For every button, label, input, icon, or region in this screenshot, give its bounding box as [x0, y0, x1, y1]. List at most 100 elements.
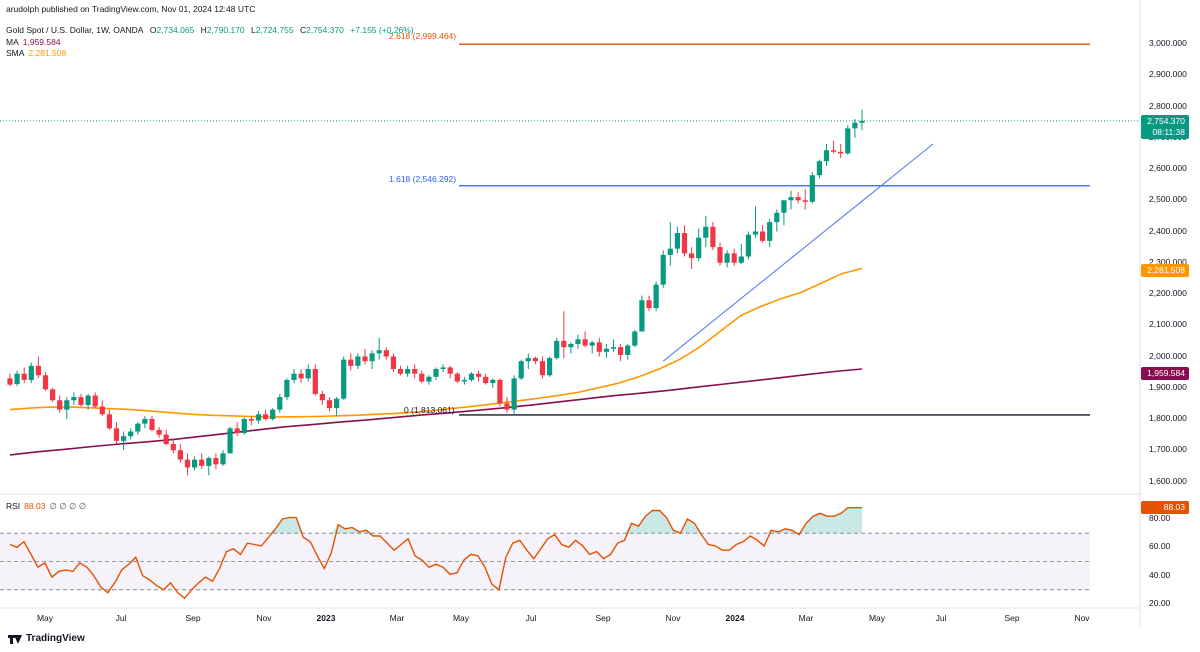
- time-tick-label: 2023: [316, 613, 336, 623]
- rsi-overbought-fill: [855, 507, 862, 534]
- candle-body: [717, 247, 723, 263]
- candle-body: [135, 423, 141, 432]
- candle-body: [823, 150, 830, 162]
- time-tick-label: May: [868, 613, 886, 623]
- time-tick-label: Mar: [389, 613, 405, 623]
- candle-body: [35, 365, 41, 376]
- candle-body: [440, 367, 446, 369]
- candle-body: [284, 379, 290, 398]
- time-tick-label: Mar: [798, 613, 814, 623]
- rsi-overbought-fill: [645, 510, 653, 534]
- candle-body: [774, 212, 780, 223]
- candle-body: [667, 248, 673, 255]
- candle-body: [241, 419, 247, 434]
- candle-body: [831, 150, 837, 152]
- candle-body: [532, 358, 538, 362]
- rsi-tick-label: 60.00: [1149, 541, 1171, 552]
- candle-body: [326, 400, 333, 409]
- price-tick-label: 1,700.000: [1149, 444, 1187, 455]
- candle-body: [71, 397, 77, 401]
- rsi-overbought-fill: [638, 516, 646, 534]
- fib-label-2618: 2.618 (2,999.464): [389, 31, 457, 41]
- time-tick-label: Nov: [1074, 613, 1090, 623]
- candle-body: [568, 344, 574, 348]
- candle-body: [795, 197, 801, 201]
- ma-legend[interactable]: MA 1,959.584: [6, 37, 61, 47]
- candle-body: [738, 256, 744, 263]
- candle-body: [689, 253, 695, 259]
- price-tick-label: 1,900.000: [1149, 381, 1187, 392]
- candle-body: [92, 395, 98, 407]
- rsi-overbought-fill: [806, 516, 814, 534]
- candle-body: [745, 234, 751, 257]
- rsi-overbought-fill: [820, 513, 828, 534]
- sma50-line: [9, 267, 863, 418]
- price-tick-label: 2,500.000: [1149, 194, 1187, 205]
- candle-body: [710, 226, 716, 248]
- rsi-overbought-fill: [848, 507, 856, 534]
- candle-body: [383, 350, 389, 357]
- time-tick-label: Sep: [595, 613, 611, 623]
- time-tick-label: Jul: [935, 613, 947, 623]
- candle-body: [660, 254, 666, 285]
- rsi-overbought-fill: [652, 510, 660, 534]
- ma-price-tag: 1,959.584: [1141, 367, 1189, 380]
- candle-body: [781, 200, 787, 213]
- sma-legend[interactable]: SMA 2,281.508: [6, 48, 67, 58]
- candle-body: [852, 122, 858, 129]
- rsi-legend[interactable]: RSI 88.03 ∅ ∅ ∅ ∅: [6, 501, 87, 511]
- candle-body: [57, 400, 63, 410]
- candle-body: [341, 359, 347, 399]
- candle-body: [312, 369, 318, 394]
- tradingview-footer[interactable]: TradingView: [8, 633, 85, 644]
- tradingview-logo-icon: [8, 634, 22, 644]
- candle-body: [213, 458, 219, 465]
- candle-body: [334, 398, 340, 409]
- candle-body: [42, 375, 49, 390]
- candle-body: [390, 356, 396, 369]
- candle-body: [561, 340, 567, 348]
- rsi-tick-label: 80.00: [1149, 513, 1171, 523]
- candle-body: [305, 369, 311, 379]
- candle-body: [85, 395, 91, 405]
- candle-body: [809, 175, 815, 202]
- candle-body: [426, 376, 432, 382]
- candle-body: [369, 353, 375, 362]
- price-tick-label: 2,000.000: [1149, 350, 1187, 361]
- candle-body: [298, 373, 304, 379]
- candle-body: [476, 373, 482, 377]
- candle-body: [199, 459, 205, 466]
- price-tick-label: 1,600.000: [1149, 475, 1187, 486]
- candle-body: [433, 369, 439, 377]
- candle-body: [255, 414, 262, 421]
- trendline: [662, 143, 934, 362]
- candle-body: [234, 428, 240, 434]
- candle-body: [128, 431, 134, 437]
- candle-body: [603, 348, 609, 352]
- time-tick-label: Nov: [665, 613, 681, 623]
- last-price-tag: 2,754.370: [1141, 115, 1189, 128]
- time-tick-label: Jul: [525, 613, 537, 623]
- candle-body: [525, 358, 531, 362]
- candle-body: [468, 373, 475, 380]
- time-tick-label: May: [452, 613, 470, 623]
- candle-body: [64, 400, 70, 410]
- price-tick-label: 2,800.000: [1149, 100, 1187, 111]
- candle-body: [490, 379, 496, 384]
- candle-body: [21, 373, 27, 380]
- candle-body: [277, 397, 283, 410]
- candle-body: [703, 226, 709, 238]
- candle-body: [547, 358, 553, 376]
- price-tick-label: 2,900.000: [1149, 69, 1187, 80]
- rsi-overbought-fill: [338, 524, 346, 534]
- candle-body: [362, 356, 368, 362]
- rsi-overbought-fill: [296, 517, 304, 534]
- candle-body: [511, 378, 517, 410]
- rsi-overbought-fill: [289, 517, 297, 534]
- rsi-overbought-fill: [792, 530, 800, 534]
- candle-body: [802, 200, 808, 202]
- candle-body: [50, 389, 56, 401]
- symbol-legend: Gold Spot / U.S. Dollar, 1W, OANDA O2,73…: [6, 25, 418, 35]
- candle-body: [397, 369, 404, 374]
